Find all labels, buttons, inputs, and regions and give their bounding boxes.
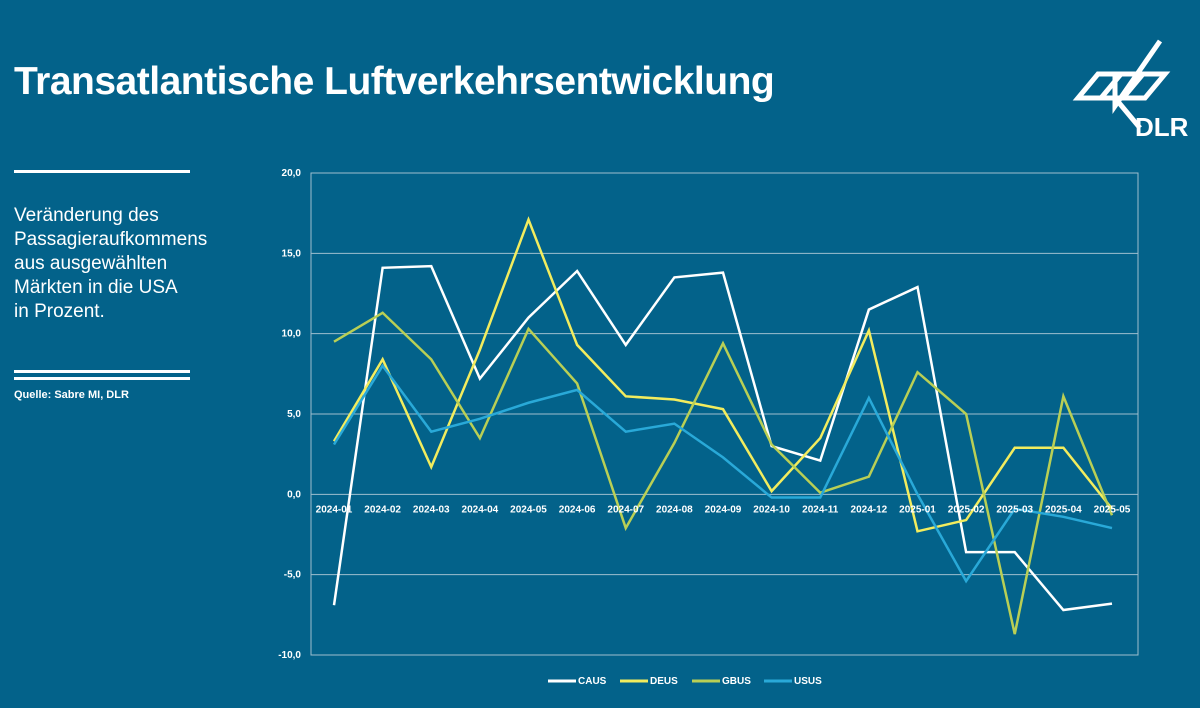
page-title: Transatlantische Luftverkehrsentwicklung (14, 60, 775, 103)
series-line-caus (332, 264, 1113, 612)
x-tick-label: 2024-09 (705, 504, 742, 515)
legend-label: DEUS (650, 676, 678, 687)
source-note: Quelle: Sabre MI, DLR (14, 389, 129, 401)
y-tick-label: 20,0 (282, 168, 302, 179)
y-tick-label: 15,0 (282, 248, 302, 259)
chart-subtitle: Veränderung des Passagieraufkommens aus … (14, 205, 208, 322)
y-tick-label: 10,0 (282, 329, 302, 340)
divider (14, 377, 190, 380)
legend-label: CAUS (578, 676, 607, 687)
divider (14, 170, 190, 173)
x-tick-label: 2024-07 (607, 504, 644, 515)
x-tick-label: 2024-02 (364, 504, 401, 515)
series-line-gbus (333, 311, 1114, 635)
x-tick-label: 2024-04 (462, 504, 499, 515)
x-tick-label: 2025-01 (899, 504, 936, 515)
x-tick-label: 2025-03 (996, 504, 1033, 515)
x-tick-label: 2024-05 (510, 504, 547, 515)
x-tick-label: 2025-05 (1094, 504, 1131, 515)
x-tick-label: 2025-04 (1045, 504, 1082, 515)
y-tick-label: -5,0 (284, 570, 302, 581)
dlr-logo: DLR (1072, 39, 1189, 141)
x-tick-label: 2025-02 (948, 504, 985, 515)
divider (14, 370, 190, 373)
x-tick-label: 2024-01 (316, 504, 353, 515)
series-line-usus (332, 363, 1113, 584)
series-line-deus (332, 216, 1113, 533)
x-tick-label: 2024-11 (802, 504, 839, 515)
y-tick-label: 0,0 (287, 489, 301, 500)
legend-label: GBUS (722, 676, 751, 687)
x-tick-label: 2024-10 (753, 504, 790, 515)
logo-text: DLR (1135, 112, 1189, 141)
y-tick-label: -10,0 (278, 650, 301, 661)
x-tick-label: 2024-06 (559, 504, 596, 515)
y-tick-label: 5,0 (287, 409, 301, 420)
x-tick-label: 2024-08 (656, 504, 693, 515)
x-tick-label: 2024-12 (851, 504, 888, 515)
legend-label: USUS (794, 676, 822, 687)
x-tick-label: 2024-03 (413, 504, 450, 515)
